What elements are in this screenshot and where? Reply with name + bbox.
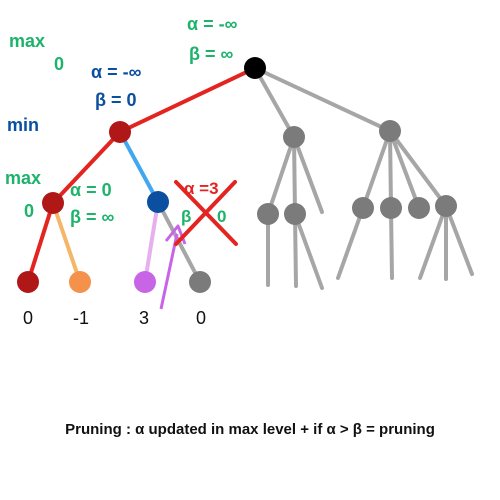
max-left-beta-label: β = ∞ — [70, 207, 115, 227]
gray-node — [284, 203, 306, 225]
leaf-node-minus-1 — [69, 271, 91, 293]
edge — [293, 212, 298, 288]
edge — [293, 212, 324, 290]
root-node — [244, 57, 266, 79]
gray-node — [257, 203, 279, 225]
root-value: 0 — [54, 54, 64, 74]
leaf-node-0 — [17, 271, 39, 293]
edge — [388, 129, 421, 210]
pruned-beta-value: 0 — [217, 207, 226, 226]
gray-node — [435, 195, 457, 217]
edge-root-to-gray-min-1 — [253, 66, 296, 139]
leaf-value-0: 0 — [23, 308, 33, 328]
gray-node — [380, 197, 402, 219]
min-node — [109, 121, 131, 143]
edge — [418, 204, 448, 280]
edge — [266, 135, 296, 216]
gray-node — [283, 126, 305, 148]
pruned-alpha-label: α =3 — [184, 179, 219, 198]
gray-node — [379, 120, 401, 142]
level-label-min: min — [7, 115, 39, 135]
pruning-rule-caption: Pruning : α updated in max level + if α … — [65, 421, 435, 438]
unexplored-edges — [156, 66, 474, 290]
leaf-node-3 — [134, 271, 156, 293]
leaf-value-3: 3 — [139, 308, 149, 328]
edge-max-to-leaf-3 — [143, 201, 160, 283]
root-alpha-label: α = -∞ — [187, 14, 238, 34]
gray-node — [352, 197, 374, 219]
max-node-right — [147, 191, 169, 213]
leaf-value-pruned-0: 0 — [196, 308, 206, 328]
leaf-value-minus-1: -1 — [73, 308, 89, 328]
level-label-max-left: max — [5, 168, 41, 188]
edge-max-to-leaf-minus-1 — [51, 202, 82, 283]
level-label-max-top: max — [9, 31, 45, 51]
edge — [389, 206, 394, 280]
root-beta-label: β = ∞ — [189, 44, 234, 64]
edge — [292, 135, 324, 214]
prune-cross-icon — [174, 180, 238, 246]
unexplored-nodes — [189, 120, 457, 293]
edge — [388, 129, 393, 210]
edge-root-to-gray-min-2 — [253, 66, 392, 133]
max-node-left — [42, 192, 64, 214]
edge-min-to-max-left — [51, 130, 122, 205]
min-alpha-label: α = -∞ — [91, 62, 142, 82]
min-beta-label: β = 0 — [95, 90, 137, 110]
max-left-alpha-label: α = 0 — [70, 180, 112, 200]
edge-max-to-leaf-0 — [26, 202, 55, 283]
pruned-leaf-node — [189, 271, 211, 293]
propagation-arrow-shaft — [159, 233, 179, 310]
max-left-value: 0 — [24, 201, 34, 221]
edge-min-to-max-right — [118, 131, 160, 203]
edge — [292, 135, 297, 216]
edge — [336, 206, 365, 280]
edge — [444, 204, 474, 276]
pruned-beta-label: β — [181, 207, 191, 226]
edge — [388, 129, 448, 208]
gray-node — [408, 197, 430, 219]
edge — [361, 129, 392, 210]
edge-root-to-min — [119, 66, 256, 134]
